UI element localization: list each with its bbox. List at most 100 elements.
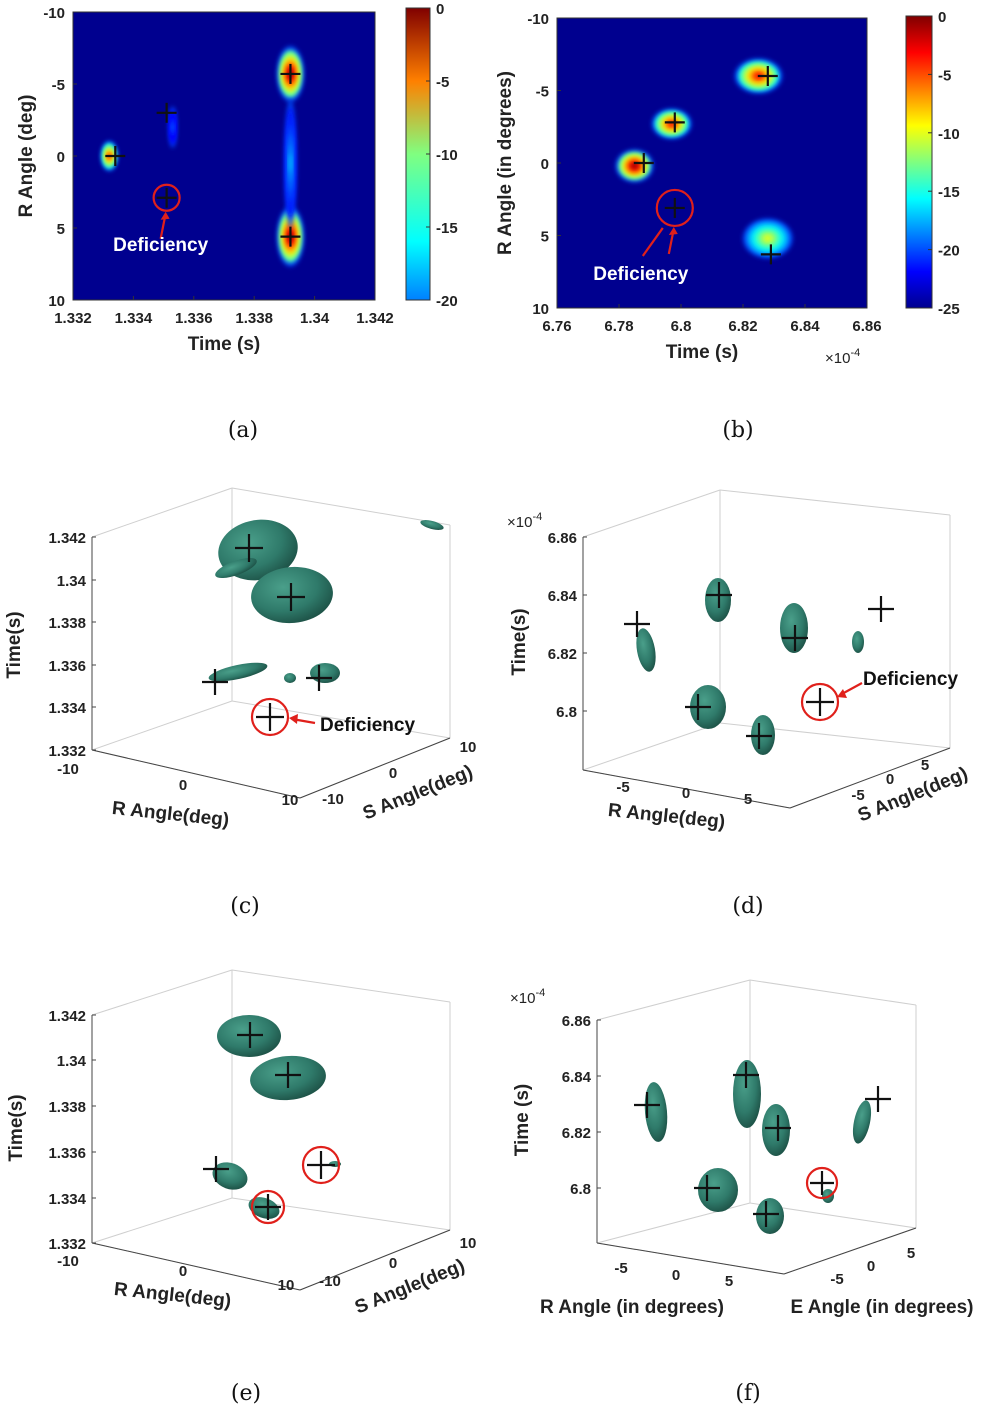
marker-cross-2: [733, 1062, 759, 1088]
marker-cross-5: [685, 694, 711, 720]
marker-cross-4: [760, 244, 781, 265]
z-tick-label-3: 6.8: [570, 1181, 591, 1198]
box-edge-top-left: [596, 979, 751, 1021]
z-tick-label-0: 6.86: [548, 530, 577, 547]
colorbar-tick-label-2: -10: [938, 126, 960, 143]
marker-cross-7: [810, 1171, 834, 1195]
z-exponent: ×10-4: [510, 987, 545, 1007]
x-tick-label-4: 6.84: [790, 318, 820, 335]
x-axis-label: R Angle(deg): [113, 1279, 232, 1312]
marker-cross-3: [782, 625, 808, 651]
marker-cross-5: [694, 1175, 720, 1201]
marker-cross-5: [307, 1151, 335, 1179]
z-tick-label-3: 6.8: [556, 704, 577, 721]
box-axes: [91, 537, 451, 799]
y-tick-label-3: 5: [57, 221, 65, 238]
3d-panel-f: 6.86 6.84 6.82 6.8 -5 0 5 -5 0 5 ×10-4 Time (s) R An…: [510, 979, 974, 1318]
marker-cross-1: [280, 226, 301, 247]
z-tick-label-3: 1.336: [48, 1145, 86, 1162]
marker-cross-3: [765, 1115, 791, 1141]
recovered-circle: [805, 1166, 839, 1200]
y-tick-label-0: -10: [322, 791, 344, 808]
3d-panel-d: 6.86 6.84 6.82 6.8 -5 0 5 -5 0 5 ×10-4 Time(s) R Ang…: [507, 489, 971, 833]
y-tick-label-3: 5: [541, 229, 549, 246]
isosurface-4: [852, 1100, 872, 1144]
marker-cross-4: [255, 1194, 281, 1220]
x-axis-label: R Angle (in degrees): [540, 1297, 724, 1318]
marker-cross-deficiency: [256, 703, 284, 731]
marker-cross-deficiency: [806, 688, 834, 716]
z-tick-label-1: 1.34: [57, 1053, 87, 1070]
colorbar-tick-label-0: 0: [938, 9, 946, 26]
marker-cross-6: [753, 1201, 779, 1227]
x-tick-label-1: 6.78: [604, 318, 633, 335]
x-axis-line: [596, 1242, 785, 1275]
deficiency-arrowhead: [160, 211, 170, 220]
z-tick-label-1: 1.34: [57, 573, 87, 590]
colorbar-tick-label-0: 0: [436, 1, 444, 18]
x-tick-label-0: -5: [614, 1260, 627, 1277]
marker-cross-2: [633, 153, 654, 173]
x-axis-label: R Angle(deg): [111, 798, 230, 831]
deficiency-arrowhead: [668, 226, 678, 235]
recovered-circle-1: [250, 1189, 286, 1225]
box-edge-top-left: [91, 487, 233, 538]
heatmap-blob-2-level-6: [288, 153, 292, 173]
x-axis-label: Time (s): [188, 334, 261, 355]
marker-cross-3: [156, 102, 177, 123]
caption-f: (f): [735, 1381, 760, 1406]
z-exponent-power: -4: [532, 511, 542, 523]
colorbar: [905, 15, 933, 309]
y-axis-label: R Angle (deg): [16, 95, 37, 218]
isosurface-1: [636, 628, 656, 672]
z-tick-label-3: 1.336: [48, 658, 86, 675]
marker-cross-3: [202, 669, 228, 695]
x-tick-label-4: 1.34: [300, 310, 330, 327]
x-tick-label-2: 10: [278, 1277, 295, 1294]
isosurface-5: [284, 673, 296, 683]
y-tick-label-4: 10: [48, 293, 65, 310]
y-tick-label-0: -5: [851, 787, 864, 804]
box-gridlines: [91, 969, 451, 1291]
y-tick-label-1: 0: [389, 765, 397, 782]
box-axes: [596, 1020, 917, 1275]
marker-cross-2: [105, 146, 126, 166]
y-tick-label-1: 0: [389, 1255, 397, 1272]
z-tick-label-2: 1.338: [48, 615, 86, 632]
marker-cross-4: [865, 1086, 891, 1112]
y-tick-label-2: 10: [460, 1235, 477, 1252]
colorbar-tick-label-4: -20: [938, 243, 960, 260]
y-tick-label-0: -5: [830, 1271, 843, 1288]
x-tick-label-3: 1.338: [235, 310, 273, 327]
y-axis-line: [299, 1229, 451, 1291]
heatmap-panel-a: Deficiency 1.332 1.334 1.336 1.338 1.34 1.342 -…: [16, 1, 458, 355]
isosurface-7: [420, 520, 444, 530]
x-tick-label-0: -10: [57, 1253, 79, 1270]
caption-a: (a): [228, 418, 258, 443]
isosurface-4: [852, 631, 864, 653]
y-tick-label-1: 0: [886, 771, 894, 788]
marker-cross-6: [746, 723, 772, 749]
deficiency-circle: [250, 697, 290, 737]
deficiency-label: Deficiency: [113, 235, 208, 256]
isosurface-6: [310, 663, 340, 683]
marker-cross-4: [306, 665, 332, 691]
isosurface-5: [698, 1168, 738, 1212]
isosurface-4: [208, 662, 268, 682]
y-tick-label-1: -5: [52, 77, 65, 94]
colorbar-tick-label-2: -10: [436, 147, 458, 164]
deficiency-arrowhead: [837, 689, 847, 698]
x-exponent: ×10-4: [825, 347, 860, 367]
marker-cross-2: [275, 1062, 301, 1088]
z-tick-label-1: 6.84: [548, 588, 578, 605]
x-tick-label-1: 0: [179, 1263, 187, 1280]
colorbar-tick-label-4: -20: [436, 293, 458, 310]
y-axis-label: S Angle(deg): [352, 1255, 468, 1318]
box-floor-left: [91, 700, 233, 751]
y-axis-label: E Angle (in degrees): [791, 1297, 974, 1318]
box-floor-right: [231, 700, 451, 739]
x-axis-line: [91, 1242, 301, 1291]
y-axis-label: S Angle(deg): [360, 761, 476, 824]
